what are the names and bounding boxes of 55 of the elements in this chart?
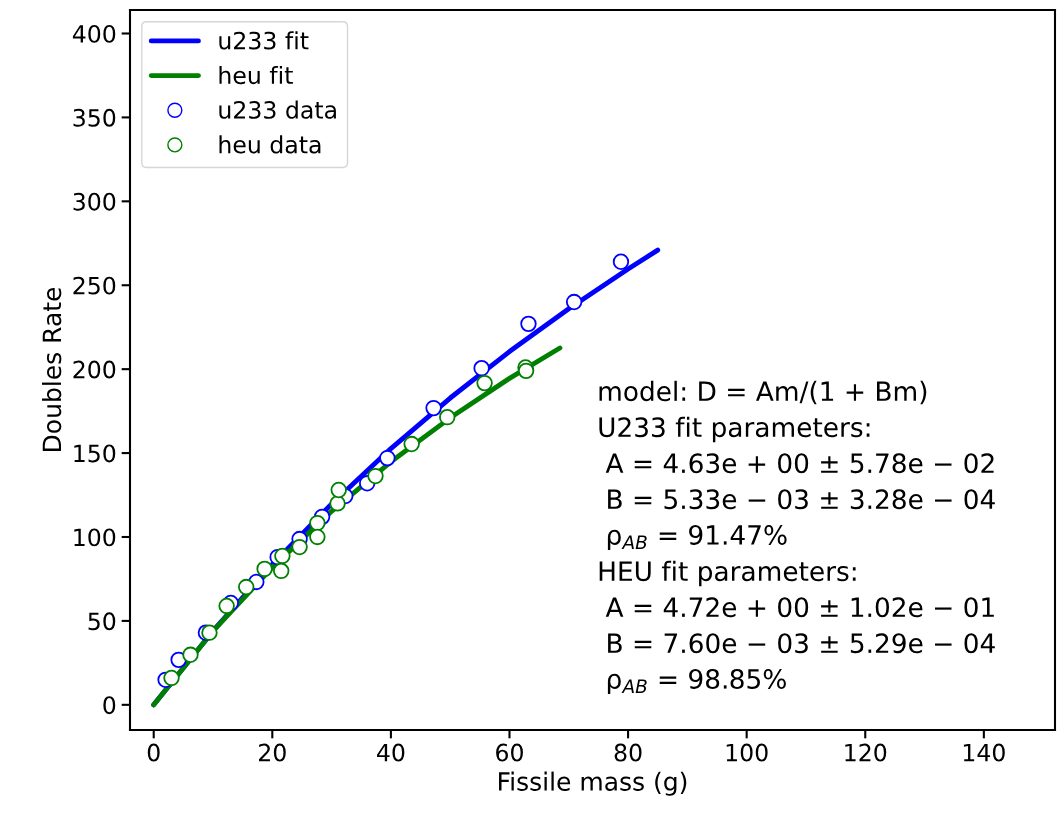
point: [218, 597, 235, 615]
annotation: A = 4.72e + 00 ± 1.02e − 01: [605, 597, 994, 618]
x-tick-label: 80: [614, 743, 642, 762]
point: [291, 538, 308, 556]
x-tick-label: 60: [496, 743, 523, 762]
annotation: A = 4.63e + 00 ± 5.78e − 02: [605, 453, 994, 474]
point: [274, 547, 291, 565]
legend-label: u233 fit: [219, 31, 309, 50]
y-tick-label: 50: [88, 612, 116, 631]
x-axis-title: Fissile mass (g): [499, 771, 687, 796]
annotation: HEU fit parameters:: [599, 560, 856, 587]
legend-label: heu fit: [219, 65, 293, 85]
y-tick-label: 250: [73, 276, 116, 295]
y-tick-label: 350: [73, 108, 116, 127]
point: [163, 669, 180, 687]
point: [520, 315, 537, 333]
point: [476, 374, 493, 392]
line-series: [151, 345, 563, 708]
x-tick-label: 20: [259, 743, 286, 762]
x-tick-label: 140: [963, 743, 1005, 762]
point: [439, 408, 456, 426]
y-tick-label: 300: [73, 192, 116, 211]
annotation: ρ$_{AB}$ = 98.85%: [607, 669, 786, 695]
x-tick-label: 100: [726, 743, 768, 762]
point: [182, 646, 199, 663]
point: [201, 624, 218, 641]
x-tick-label: 40: [377, 743, 405, 762]
point: [403, 435, 420, 453]
annotation: ρ$_{AB}$ = 91.47%: [607, 525, 787, 551]
annotation: model: D = Am/(1 + Bm): [599, 380, 927, 405]
y-tick-label: 200: [73, 360, 116, 379]
y-axis-title: Doubles Rate: [41, 287, 62, 451]
point: [238, 578, 255, 596]
y-tick-label: 100: [74, 528, 116, 547]
x-tick-label: 0: [147, 743, 160, 762]
annotation: B = 5.33e − 03 ± 3.28e − 04: [608, 489, 995, 510]
y-tick-label: 400: [72, 24, 116, 43]
point: [425, 399, 442, 417]
y-tick-label: 150: [74, 444, 116, 463]
point: [256, 560, 273, 578]
point: [565, 293, 583, 311]
legend-label: u233 data: [219, 100, 336, 119]
point: [367, 467, 384, 485]
x-tick-label: 120: [845, 743, 887, 762]
annotation: U233 fit parameters:: [599, 416, 870, 443]
annotation: B = 7.60e − 03 ± 5.29e − 04: [608, 633, 995, 654]
legend-label: heu data: [219, 135, 321, 154]
point: [517, 362, 535, 380]
y-tick-label: 0: [103, 696, 116, 715]
point: [309, 514, 326, 532]
point: [309, 528, 326, 546]
point: [473, 359, 490, 377]
point: [612, 253, 630, 270]
point: [379, 449, 396, 467]
point: [330, 481, 347, 499]
